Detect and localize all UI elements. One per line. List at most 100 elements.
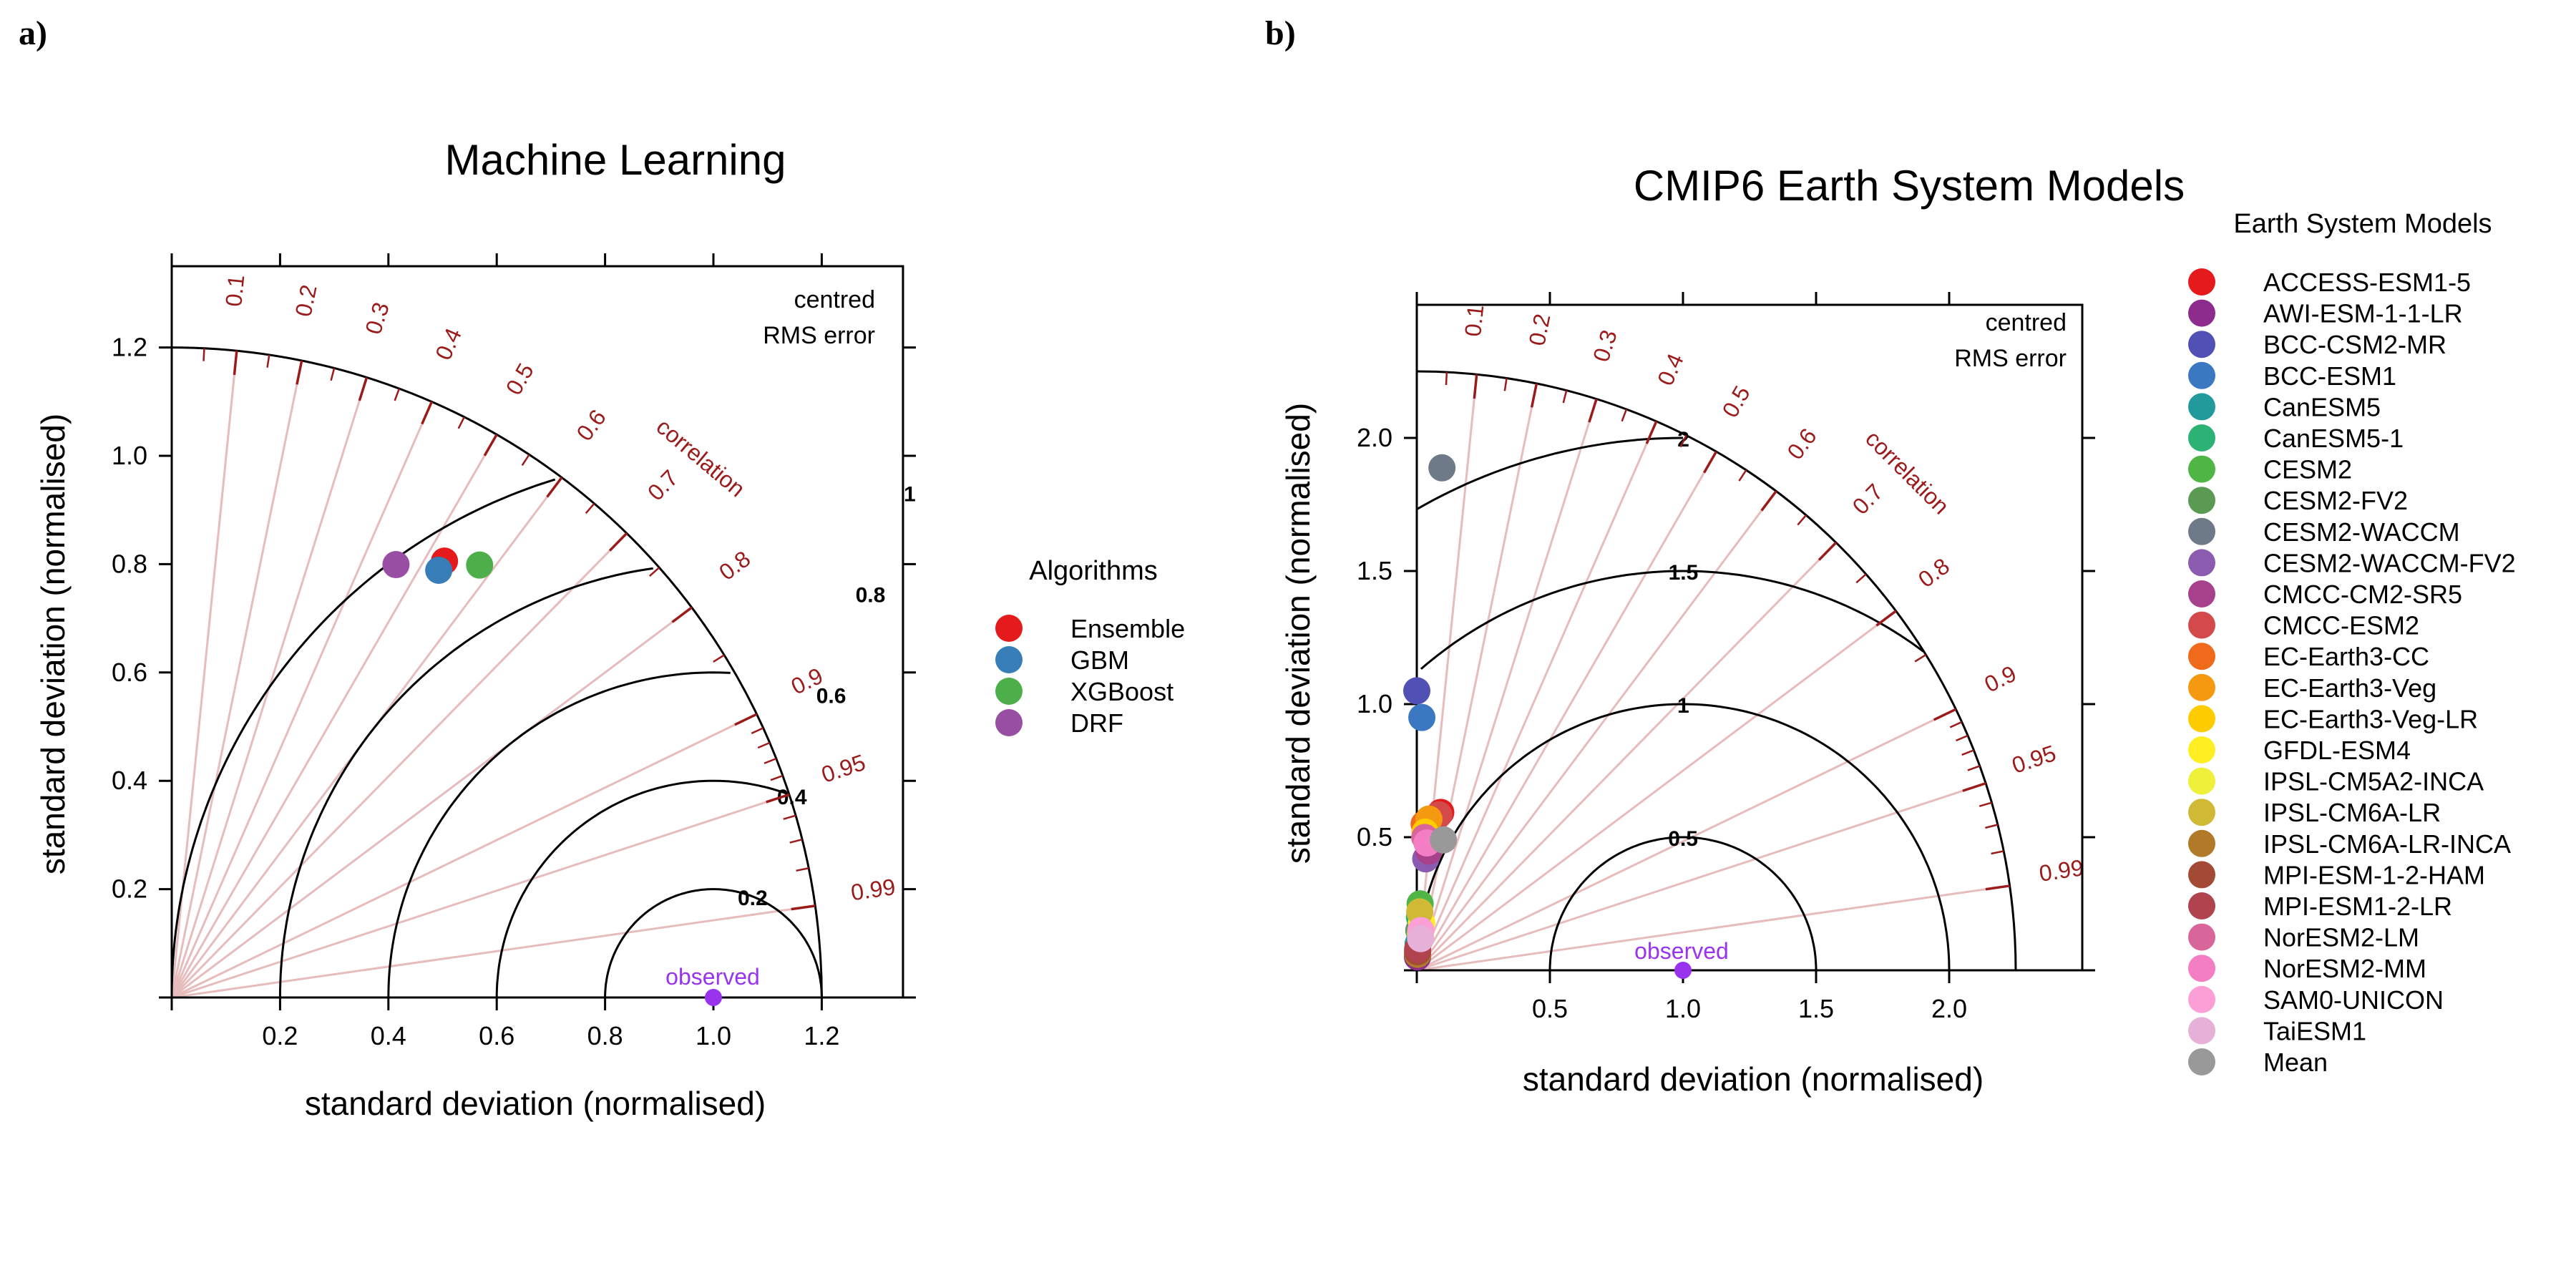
panel-b-legend-label-19: MPI-ESM-1-2-HAM — [2263, 860, 2485, 889]
panel-a-corr-minor-tick-12 — [770, 774, 784, 781]
panel-b-ytick-label-0: 0.5 — [1357, 822, 1392, 852]
panel-a-point-2 — [466, 551, 494, 579]
panel-a-rms-caption-line2: RMS error — [763, 322, 875, 349]
panel-b-label: b) — [1265, 14, 1296, 52]
panel-a-rms-caption-line1: centred — [794, 286, 875, 313]
panel-b-rms-label-1: 1 — [1677, 694, 1689, 718]
panel-b-legend-swatch-2 — [2188, 331, 2215, 358]
panel-b-rms-contour-3 — [1416, 436, 1684, 511]
panel-b-corr-label-1: 0.2 — [1523, 311, 1555, 348]
panel-a-corr-tick-6 — [608, 532, 628, 552]
panel-b-point-8 — [1428, 454, 1456, 482]
panel-a-rms-contour-2 — [387, 671, 731, 998]
panel-b-legend-swatch-1 — [2188, 299, 2215, 327]
panel-b-corr-label-8: 0.9 — [1981, 660, 2021, 698]
panel-a-ytick-label-1: 0.4 — [112, 766, 147, 795]
panel-b-legend-swatch-14 — [2188, 705, 2215, 733]
panel-b-point-25 — [1430, 826, 1458, 854]
panel-b-legend-swatch-10 — [2188, 580, 2215, 608]
panel-b-legend-swatch-16 — [2188, 767, 2215, 795]
panel-b-corr-line-4 — [1415, 451, 1717, 971]
panel-b-plot-box — [1415, 303, 2084, 972]
panel-a-corr-label-1: 0.2 — [290, 283, 321, 319]
panel-b-ytick-label-2: 1.5 — [1357, 556, 1392, 585]
panel-a-legend-label-0: Ensemble — [1070, 614, 1185, 643]
panel-b-legend-swatch-12 — [2188, 643, 2215, 670]
panel-a-legend-swatch-3 — [995, 709, 1023, 736]
panel-b-rms-label-0: 0.5 — [1668, 827, 1698, 851]
panel-a-corr-tick-1 — [296, 360, 303, 385]
panel-b-legend-swatch-21 — [2188, 923, 2215, 951]
panel-a-xtick-label-1: 0.4 — [371, 1021, 406, 1050]
panel-a-corr-minor-tick-8 — [713, 654, 725, 663]
panel-a-corr-minor-tick-0 — [203, 348, 205, 361]
panel-b-rms-label-2: 1.5 — [1669, 561, 1699, 585]
panel-b-corr-line-1 — [1415, 383, 1538, 971]
panel-a-rms-label-2: 0.6 — [816, 685, 847, 708]
panel-a-corr-line-9 — [171, 793, 790, 999]
panel-b-observed-label: observed — [1634, 938, 1729, 964]
panel-a-corr-minor-tick-3 — [394, 388, 401, 401]
panel-a-ytick-label-2: 0.6 — [112, 658, 147, 687]
panel-a-corr-line-10 — [171, 904, 816, 999]
panel-b-ylabel: standard deviation (normalised) — [1279, 403, 1317, 864]
panel-b-corr-line-3 — [1415, 421, 1658, 971]
panel-b-legend-label-6: CESM2 — [2263, 455, 2352, 484]
panel-b-legend-label-4: CanESM5 — [2263, 392, 2381, 421]
panel-a-corr-minor-tick-14 — [789, 838, 803, 844]
panel-a-corr-minor-tick-7 — [648, 567, 660, 577]
panel-a-xtick-label-5: 1.2 — [804, 1021, 839, 1050]
panel-b-corr-label-2: 0.3 — [1588, 327, 1622, 365]
panel-b-corr-line-7 — [1416, 610, 1897, 972]
panel-b-legend-swatch-5 — [2188, 424, 2215, 452]
panel-a-point-1 — [425, 557, 453, 585]
panel-b-legend-swatch-15 — [2188, 736, 2215, 763]
panel-a-rms-label-3: 0.8 — [856, 584, 886, 608]
panel-a-rms-contour-3 — [278, 567, 653, 998]
panel-b-corr-tick-9 — [1962, 781, 1986, 792]
panel-a-corr-minor-tick-5 — [521, 454, 530, 467]
panel-b-legend-label-10: CMCC-CM2-SR5 — [2263, 580, 2462, 609]
panel-a-corr-label-10: 0.99 — [849, 874, 897, 905]
panel-a-xtick-label-0: 0.2 — [262, 1021, 298, 1050]
panel-b-legend-swatch-7 — [2188, 487, 2215, 514]
panel-b-legend-swatch-4 — [2188, 393, 2215, 421]
panel-b-legend-label-23: SAM0-UNICON — [2263, 985, 2444, 1015]
panel-b-corr-minor-tick-8 — [1914, 654, 1927, 663]
panel-b-legend-label-21: NorESM2-LM — [2263, 923, 2419, 952]
panel-b-legend-swatch-6 — [2188, 455, 2215, 483]
panel-a-corr-label-6: 0.7 — [643, 465, 683, 506]
panel-b-corr-tick-6 — [1818, 542, 1838, 561]
panel-b-corr-label-0: 0.1 — [1460, 303, 1488, 338]
panel-b-corr-minor-tick-6 — [1797, 514, 1807, 526]
panel-b-xtick-label-0: 0.5 — [1532, 994, 1568, 1023]
panel-a-corr-line-8 — [171, 713, 758, 999]
panel-b-corr-line-2 — [1415, 399, 1598, 971]
panel-b-legend-label-12: EC-Earth3-CC — [2263, 642, 2429, 671]
panel-b-xlabel: standard deviation (normalised) — [1523, 1060, 1984, 1098]
panel-a-rms-label-4: 1 — [904, 482, 916, 506]
panel-b-corr-minor-tick-4 — [1679, 434, 1687, 448]
panel-b-corr-minor-tick-1 — [1503, 378, 1508, 391]
panel-b-xtick-label-2: 1.5 — [1798, 994, 1834, 1023]
panel-b-corr-minor-tick-12 — [1967, 765, 1981, 771]
panel-b-legend-label-9: CESM2-WACCM-FV2 — [2263, 548, 2516, 577]
panel-a-corr-minor-tick-6 — [585, 502, 595, 514]
panel-b-legend-swatch-9 — [2188, 549, 2215, 577]
panel-b-corr-line-5 — [1415, 490, 1777, 971]
panel-b-corr-line-8 — [1416, 708, 1956, 972]
panel-a-rms-label-0: 0.2 — [738, 887, 768, 910]
panel-b-legend: ACCESS-ESM1-5AWI-ESM-1-1-LRBCC-CSM2-MRBC… — [2188, 268, 2516, 1077]
panel-b-ytick-label-3: 2.0 — [1357, 423, 1392, 452]
panel-b-corr-tick-1 — [1530, 383, 1538, 408]
panel-a-corr-line-6 — [170, 532, 628, 999]
panel-a-corr-label-4: 0.5 — [501, 358, 539, 399]
panel-a-corr-tick-4 — [483, 434, 498, 457]
panel-a-corr-minor-tick-9 — [751, 727, 764, 734]
panel-a-plot-box — [170, 265, 904, 999]
panel-b-corr-tick-8 — [1933, 708, 1957, 721]
panel-b-point-24 — [1407, 924, 1435, 952]
panel-a-corr-line-3 — [170, 401, 433, 998]
panel-b-legend-label-0: ACCESS-ESM1-5 — [2263, 268, 2471, 297]
